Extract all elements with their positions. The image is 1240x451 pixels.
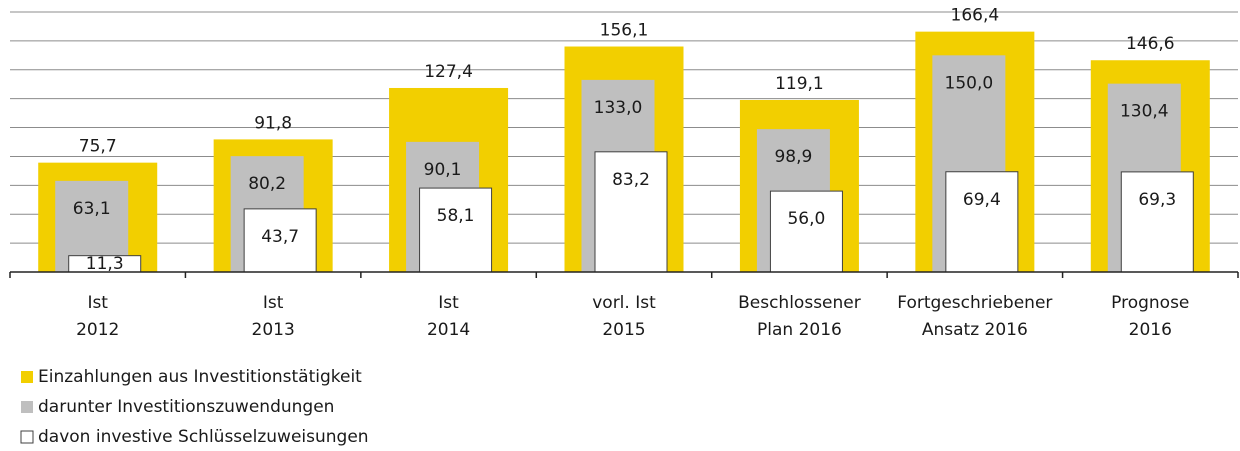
x-tick-label: 2015 (602, 320, 645, 340)
value-label: 130,4 (1120, 102, 1169, 122)
legend-label: davon investive Schlüsselzuweisungen (38, 427, 369, 447)
bar (1120, 171, 1194, 273)
x-tick-label: Prognose (1111, 293, 1189, 313)
value-label: 11,3 (86, 254, 124, 274)
bar (945, 171, 1019, 273)
legend-label: Einzahlungen aus Investitionstätigkeit (38, 367, 362, 387)
x-tick-label: Ist (87, 293, 108, 313)
x-tick-label: vorl. Ist (592, 293, 656, 313)
value-label: 156,1 (600, 21, 649, 41)
value-label: 80,2 (248, 174, 286, 194)
bar (243, 208, 317, 273)
x-tick-label: Plan 2016 (757, 320, 842, 340)
legend-swatch (21, 401, 33, 413)
value-label: 58,1 (437, 206, 475, 226)
value-label: 146,6 (1126, 34, 1175, 54)
value-label: 133,0 (594, 98, 643, 118)
legend-label: darunter Investitionszuwendungen (38, 397, 334, 417)
x-tick-label: Ist (263, 293, 284, 313)
x-tick-label: Ansatz 2016 (922, 320, 1028, 340)
value-label: 56,0 (787, 209, 825, 229)
value-label: 43,7 (261, 227, 299, 247)
value-label: 83,2 (612, 170, 650, 190)
value-label: 63,1 (73, 199, 111, 219)
x-tick-label: 2013 (252, 320, 295, 340)
x-tick-label: Ist (438, 293, 459, 313)
value-label: 90,1 (424, 160, 462, 180)
value-label: 75,7 (79, 137, 117, 157)
value-label: 69,4 (963, 190, 1001, 210)
x-tick-label: 2016 (1129, 320, 1172, 340)
value-label: 127,4 (424, 62, 473, 82)
bar (594, 151, 668, 273)
legend-swatch (21, 371, 33, 383)
value-label: 69,3 (1138, 190, 1176, 210)
x-tick-label: Beschlossener (738, 293, 861, 313)
x-tick-label: 2014 (427, 320, 470, 340)
value-label: 91,8 (254, 113, 292, 133)
value-label: 150,0 (945, 73, 994, 93)
value-label: 119,1 (775, 74, 824, 94)
value-label: 98,9 (774, 147, 812, 167)
value-label: 166,4 (951, 6, 1000, 26)
bar (769, 190, 843, 273)
legend-swatch (20, 430, 34, 444)
bar (419, 187, 493, 273)
x-tick-label: 2012 (76, 320, 119, 340)
x-tick-label: Fortgeschriebener (897, 293, 1052, 313)
